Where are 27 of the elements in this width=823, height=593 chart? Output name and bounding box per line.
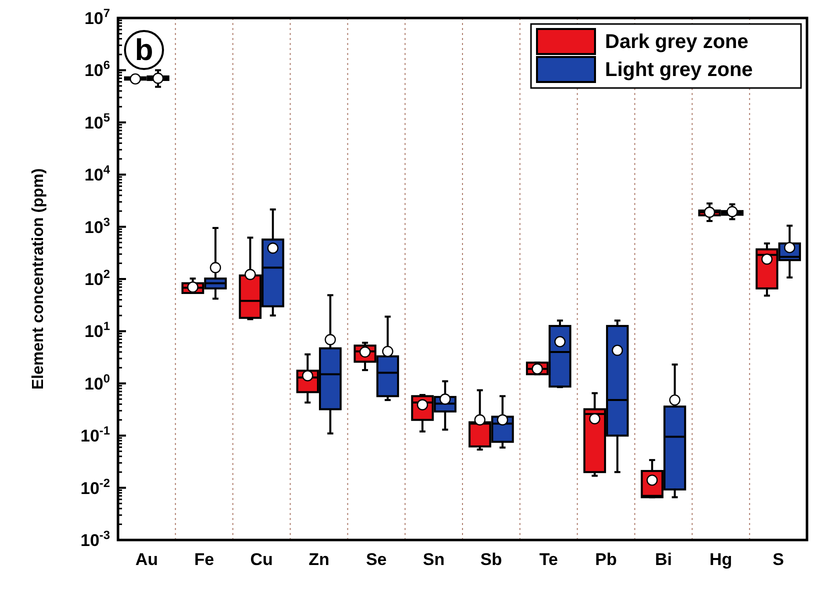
y-tick-label: 10$^{7}$ <box>84 6 110 28</box>
y-tick-label: 10$^{3}$ <box>84 214 110 237</box>
y-tick-label: 10$^{4}$ <box>84 162 110 185</box>
legend-label: Light grey zone <box>605 59 753 81</box>
x-tick-label: Se <box>366 550 387 569</box>
x-tick-label: Fe <box>194 550 214 569</box>
y-axis-title: Element concentration (ppm) <box>30 168 47 390</box>
x-tick-label: Bi <box>654 550 672 569</box>
y-tick-label: 10$^{5}$ <box>84 110 110 132</box>
x-tick-label: Cu <box>250 550 273 569</box>
y-tick-label: 10$^{0}$ <box>84 371 110 394</box>
y-tick-label: 10$^{6}$ <box>84 58 110 80</box>
legend-label: Dark grey zone <box>605 31 748 53</box>
x-tick-label: Te <box>539 550 558 569</box>
x-tick-label: Au <box>135 550 158 569</box>
y-tick-label: 10$^{-3}$ <box>80 528 110 550</box>
y-tick-label: 10$^{-1}$ <box>80 424 110 446</box>
y-tick-label: 10$^{1}$ <box>84 319 110 342</box>
x-tick-label: Pb <box>595 550 617 569</box>
x-tick-label: Zn <box>308 550 330 569</box>
annotation: b <box>134 34 154 67</box>
x-tick-label: Sn <box>422 550 445 569</box>
y-tick-label: 10$^{-2}$ <box>80 476 110 498</box>
x-tick-label: Hg <box>710 550 732 569</box>
y-tick-label: 10$^{2}$ <box>84 266 110 289</box>
x-tick-label: S <box>772 550 784 569</box>
x-tick-label: Sb <box>480 550 502 569</box>
